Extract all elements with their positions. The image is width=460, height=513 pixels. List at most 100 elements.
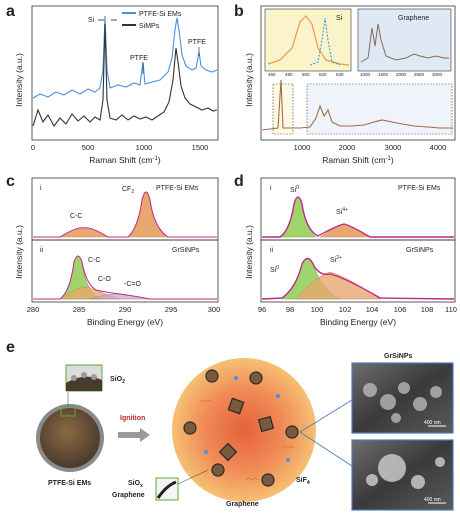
sem-grain <box>363 383 377 397</box>
zoom-grain-3 <box>91 374 97 380</box>
inset-si-tick-1: 480 <box>285 72 293 77</box>
panel-a-frame <box>31 5 219 141</box>
c-xtick-285: 285 <box>73 305 86 314</box>
sem-grain <box>380 394 396 410</box>
legend-simps: SiMPs <box>139 23 160 30</box>
a-xtick-1000: 1000 <box>136 143 153 152</box>
inset-gr-tick-1: 1500 <box>378 72 389 77</box>
a-xtick-1500: 1500 <box>192 143 209 152</box>
panel-d-xlabel: Binding Energy (eV) <box>320 317 396 327</box>
zoom-grain-1 <box>71 375 77 381</box>
c-top-index: i <box>40 185 42 192</box>
sem-connector-2 <box>299 431 353 467</box>
d-top-label-si0: Si0 <box>290 185 299 194</box>
d-xtick-96: 96 <box>258 305 266 314</box>
label-ignition: Ignition <box>120 415 145 422</box>
c-bottom-peak-label-coo: -C=O <box>124 281 141 288</box>
label-ptfe-si-ems: PTFE-Si EMs <box>48 480 91 487</box>
sphere-particle-square <box>257 415 275 433</box>
sif4-dot <box>204 450 208 454</box>
sphere-particle <box>285 425 299 439</box>
d-xtick-104: 104 <box>366 305 379 314</box>
panel-c-letter: c <box>6 173 15 190</box>
d-xtick-98: 98 <box>286 305 294 314</box>
d-top-fit <box>262 196 454 238</box>
panel-d-ylabel: Intensity (a.u.) <box>244 225 254 279</box>
panel-b-ylabel: Intensity (a.u.) <box>244 53 254 107</box>
inset-si-tick-4: 540 <box>336 72 344 77</box>
sif4-molecules <box>204 376 290 462</box>
a-xtick-500: 500 <box>82 143 95 152</box>
zoom-siox-layer <box>156 480 177 499</box>
c-xtick-295: 295 <box>165 305 178 314</box>
sphere-particle-square <box>227 397 245 415</box>
panel-b-xlabel: Raman Shift (cm-1) <box>322 155 394 165</box>
inset-graphene-label: Graphene <box>398 15 429 22</box>
c-bottom-sample: GrSiNPs <box>172 247 200 254</box>
d-bottom-label-si2: Si2+ <box>330 255 342 264</box>
inset-si-tick-3: 520 <box>319 72 327 77</box>
inset-gr-tick-2: 2000 <box>396 72 407 77</box>
selection-graphene <box>306 83 453 135</box>
sphere-particles <box>183 369 299 487</box>
sem-grain <box>366 474 378 486</box>
d-xtick-102: 102 <box>339 305 352 314</box>
d-bottom-index: ii <box>270 247 274 254</box>
sem-connector-1 <box>299 399 353 433</box>
b-xtick-3000: 3000 <box>385 143 402 152</box>
d-xtick-110: 110 <box>445 305 457 314</box>
sphere-particle <box>183 421 197 435</box>
sif4-dot <box>234 376 238 380</box>
graphene-flake <box>245 477 259 481</box>
series-simps <box>32 23 218 128</box>
annot-si: Si <box>88 17 95 24</box>
inset-gr-tick-4: 3000 <box>432 72 443 77</box>
panel-c-xlabel: Binding Energy (eV) <box>87 317 163 327</box>
d-top-label-si4: Si4+ <box>336 207 348 216</box>
panel-b-frame <box>260 5 456 141</box>
sem-2-particles <box>366 454 445 489</box>
inset-si-label: Si <box>336 15 343 22</box>
annot-ptfe-2: PTFE <box>188 39 206 46</box>
panel-d: d Intensity (a.u.) i PTFE-Si EMs Si0 Si4… <box>234 173 457 327</box>
label-graphene-2: Graphene <box>226 501 259 508</box>
panel-b: b Intensity (a.u.) Si 460 480 500 520 54… <box>234 3 456 165</box>
b-xtick-4000: 4000 <box>430 143 447 152</box>
inset-si-tick-2: 500 <box>302 72 310 77</box>
c-top-fit <box>33 191 217 238</box>
graphene-flake <box>281 445 295 449</box>
c-top-peak-label-cc: C-C <box>70 213 82 220</box>
sphere-particle <box>211 463 225 477</box>
d-top-sample: PTFE-Si EMs <box>398 185 441 192</box>
panel-c-ylabel: Intensity (a.u.) <box>14 225 24 279</box>
legend-ptfe-si-ems: PTFE-Si EMs <box>139 11 182 18</box>
panel-d-letter: d <box>234 173 244 190</box>
sphere-particle <box>261 473 275 487</box>
panel-b-letter: b <box>234 3 244 20</box>
panel-c: c Intensity (a.u.) i PTFE-Si EMs C-C CF2… <box>6 173 220 327</box>
sem-grain <box>413 397 427 411</box>
d-xtick-108: 108 <box>421 305 434 314</box>
series-graphene-raman <box>261 79 453 131</box>
sif4-dot <box>286 458 290 462</box>
c-top-sample: PTFE-Si EMs <box>156 185 199 192</box>
sem-1-particles <box>363 382 442 423</box>
sphere-particle <box>205 369 219 383</box>
c-bottom-peak-label-co: C-O <box>98 276 111 283</box>
b-xtick-1000: 1000 <box>294 143 311 152</box>
ignition-arrow <box>118 428 150 442</box>
inset-si-tick-0: 460 <box>268 72 276 77</box>
graphene-flakes <box>199 399 295 481</box>
panel-d-bottom-frame <box>260 239 456 303</box>
d-bottom-label-si0: Si0 <box>270 265 279 274</box>
a-xtick-0: 0 <box>31 143 35 152</box>
panel-e-letter: e <box>6 339 15 356</box>
sem-image-1 <box>351 362 454 434</box>
inset-graphene-trace <box>360 23 449 63</box>
inset-si-reference <box>309 17 341 66</box>
panel-a-letter: a <box>6 3 15 20</box>
label-siox: SiOx <box>128 480 143 489</box>
sif4-dot <box>276 394 280 398</box>
label-graphene-1: Graphene <box>112 492 145 499</box>
